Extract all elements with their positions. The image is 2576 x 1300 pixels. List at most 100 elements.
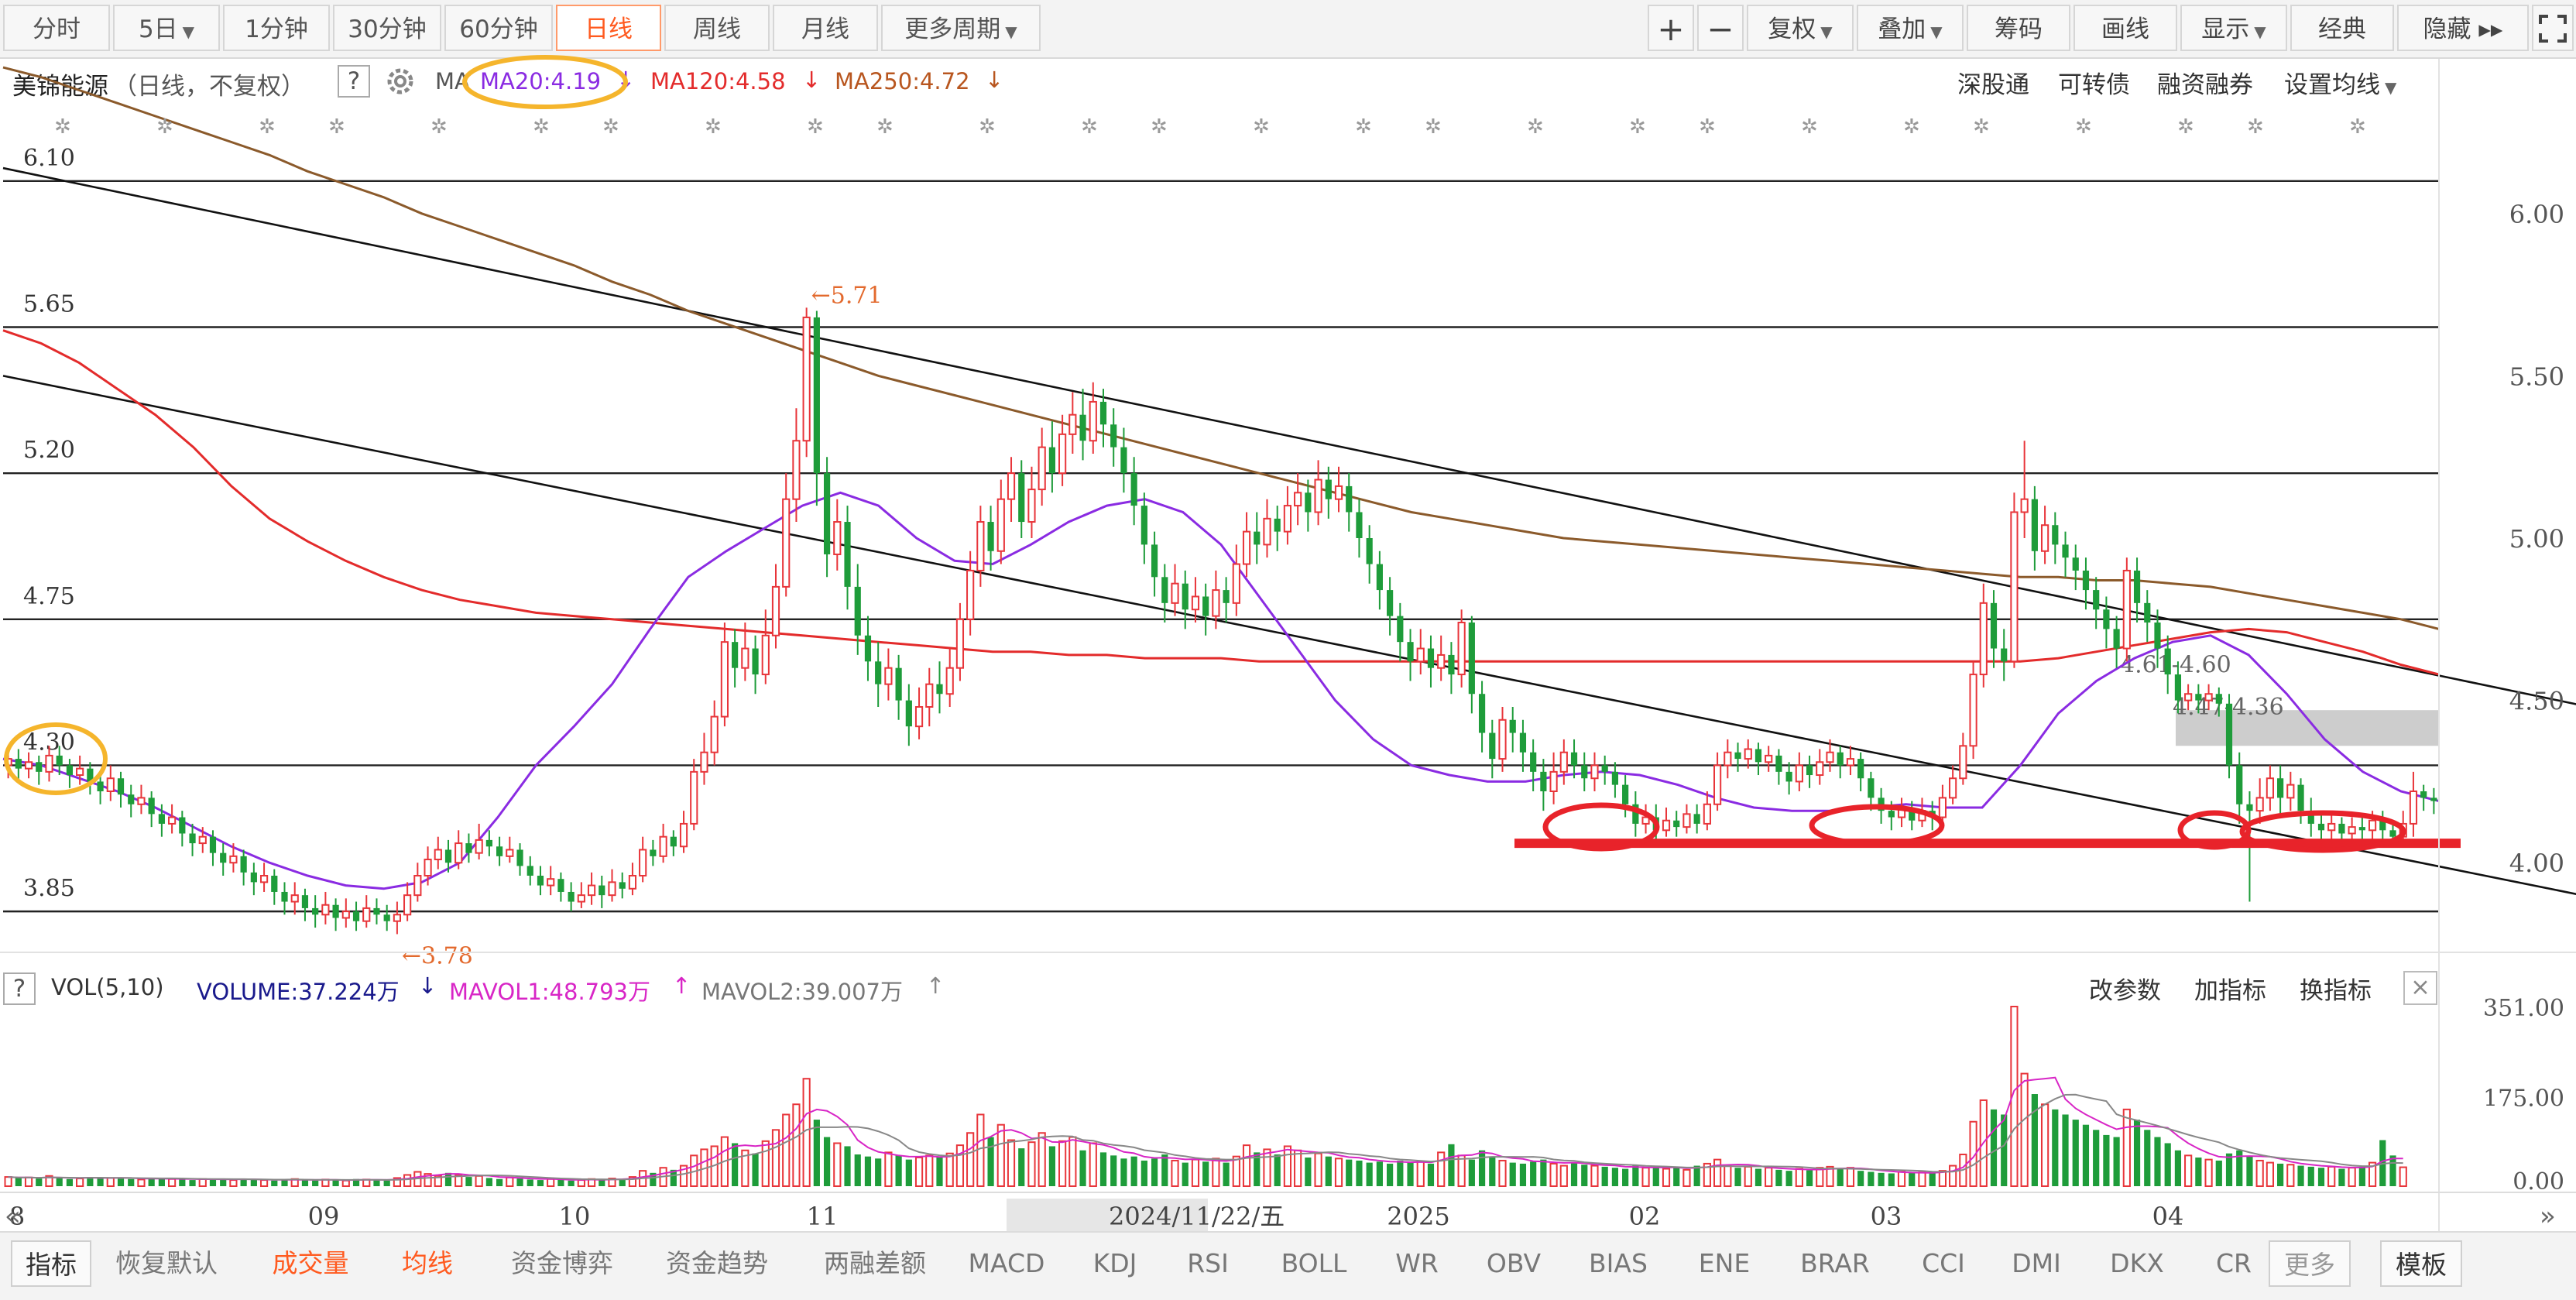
- vol-help-button[interactable]: ?: [3, 972, 36, 1005]
- volume-bar: [1826, 1165, 1834, 1187]
- volume-bar: [568, 1180, 575, 1186]
- candle-body: [2195, 694, 2202, 701]
- candle-body: [444, 849, 452, 863]
- time-tick-label: 09: [308, 1202, 340, 1231]
- volume-bar: [465, 1177, 472, 1186]
- volume-bar: [1775, 1169, 1782, 1186]
- candle-body: [537, 876, 544, 886]
- volume-bar: [281, 1179, 288, 1186]
- candle-body: [229, 855, 238, 864]
- candle-body: [752, 648, 759, 675]
- candle-body: [198, 835, 207, 845]
- tab-kdj[interactable]: KDJ: [1092, 1248, 1137, 1278]
- volume-bar: [741, 1149, 749, 1187]
- help-button[interactable]: ?: [338, 65, 370, 98]
- tab-capital-game[interactable]: 资金博弈: [511, 1248, 613, 1278]
- tab-30min[interactable]: 30分钟: [333, 5, 441, 51]
- candle-body: [424, 859, 432, 876]
- candle-body: [117, 778, 125, 795]
- tab-minute-time[interactable]: 分时: [3, 5, 110, 51]
- tab-ene[interactable]: ENE: [1698, 1248, 1751, 1278]
- volume-bar: [250, 1179, 257, 1186]
- tab-monthly[interactable]: 月线: [773, 5, 878, 51]
- candle-body: [628, 875, 637, 890]
- overlay-label: 叠加: [1878, 15, 1926, 43]
- volume-bar: [1909, 1172, 1916, 1186]
- link-margin-trading[interactable]: 融资融券: [2157, 71, 2253, 99]
- candle-body: [2144, 602, 2151, 623]
- tab-1min[interactable]: 1分钟: [223, 5, 330, 51]
- volume-bar: [547, 1178, 555, 1188]
- tab-more-periods[interactable]: 更多周期 ▼: [881, 5, 1041, 51]
- volume-bar: [45, 1175, 53, 1188]
- volume-bar: [2204, 1158, 2213, 1188]
- volume-bar: [1622, 1168, 1629, 1186]
- volume-bar: [1498, 1159, 1507, 1187]
- volume-bar: [383, 1180, 390, 1186]
- level-label: 5.65: [23, 291, 75, 318]
- adjust-button[interactable]: 复权 ▼: [1747, 5, 1854, 51]
- volume-bar: [76, 1178, 84, 1187]
- tab-dmi[interactable]: DMI: [2012, 1248, 2061, 1278]
- volume-bar: [189, 1180, 196, 1186]
- tab-5day[interactable]: 5日 ▼: [113, 5, 220, 51]
- candle-body: [608, 881, 616, 897]
- tab-60min[interactable]: 60分钟: [444, 5, 553, 51]
- candle-body: [2420, 791, 2427, 798]
- switch-indicator-link[interactable]: 换指标: [2300, 977, 2372, 1005]
- volume-bar: [2277, 1163, 2284, 1186]
- candle-body: [454, 842, 463, 864]
- event-marker-icon: ✲: [259, 115, 276, 139]
- tab-cr[interactable]: CR: [2216, 1248, 2252, 1278]
- tab-obv[interactable]: OBV: [1486, 1248, 1542, 1278]
- hide-button[interactable]: 隐藏 ▸▸: [2397, 5, 2529, 51]
- set-ma-button[interactable]: 设置均线 ▼: [2284, 65, 2396, 100]
- tab-capital-trend[interactable]: 资金趋势: [666, 1248, 768, 1278]
- candle-body: [1754, 749, 1762, 763]
- event-marker-icon: ✲: [328, 115, 345, 139]
- display-button[interactable]: 显示 ▼: [2180, 5, 2287, 51]
- tab-weekly[interactable]: 周线: [664, 5, 770, 51]
- arrow-down-icon: ↓: [985, 67, 1004, 93]
- template-button[interactable]: 模板: [2380, 1240, 2462, 1287]
- tab-dkx[interactable]: DKX: [2110, 1248, 2164, 1278]
- tab-boll[interactable]: BOLL: [1281, 1248, 1347, 1278]
- gear-icon[interactable]: [382, 63, 418, 105]
- draw-line-button[interactable]: 画线: [2073, 5, 2177, 51]
- add-indicator-link[interactable]: 加指标: [2194, 977, 2266, 1005]
- tab-ma[interactable]: 均线: [402, 1248, 453, 1278]
- link-shenzhen-connect[interactable]: 深股通: [1957, 71, 2029, 99]
- volume-bar: [1724, 1165, 1732, 1188]
- more-button[interactable]: 更多: [2269, 1240, 2351, 1287]
- volume-bar: [650, 1172, 657, 1186]
- tab-bias[interactable]: BIAS: [1589, 1248, 1648, 1278]
- reset-default-tab[interactable]: 恢复默认: [115, 1248, 218, 1278]
- tab-wr[interactable]: WR: [1395, 1248, 1439, 1278]
- change-params-link[interactable]: 改参数: [2089, 977, 2161, 1005]
- tab-rsi[interactable]: RSI: [1187, 1248, 1229, 1278]
- classic-button[interactable]: 经典: [2290, 5, 2394, 51]
- overlay-button[interactable]: 叠加 ▼: [1857, 5, 1964, 51]
- tab-macd[interactable]: MACD: [968, 1248, 1045, 1278]
- chips-button[interactable]: 筹码: [1967, 5, 2070, 51]
- zoom-out-button[interactable]: −: [1697, 5, 1744, 51]
- volume-bar: [1673, 1168, 1680, 1186]
- volume-bar: [2174, 1150, 2182, 1186]
- tab-daily[interactable]: 日线: [556, 5, 661, 51]
- tab-brar[interactable]: BRAR: [1800, 1248, 1870, 1278]
- volume-bar: [1846, 1167, 1855, 1187]
- indicator-tab[interactable]: 指标: [11, 1240, 91, 1287]
- candle-body: [271, 876, 278, 892]
- zoom-in-button[interactable]: +: [1648, 5, 1694, 51]
- close-icon[interactable]: ×: [2403, 971, 2437, 1005]
- tab-volume[interactable]: 成交量: [272, 1248, 349, 1278]
- candle-body: [209, 836, 217, 853]
- link-convertible-bond[interactable]: 可转债: [2058, 71, 2130, 99]
- candle-body: [1611, 771, 1619, 785]
- expand-icon[interactable]: [2532, 5, 2574, 51]
- time-tick-label: 11: [807, 1202, 839, 1231]
- volume-bar: [1509, 1162, 1516, 1186]
- tab-cci[interactable]: CCI: [1922, 1248, 1965, 1278]
- tab-margin-diff[interactable]: 两融差额: [824, 1248, 926, 1278]
